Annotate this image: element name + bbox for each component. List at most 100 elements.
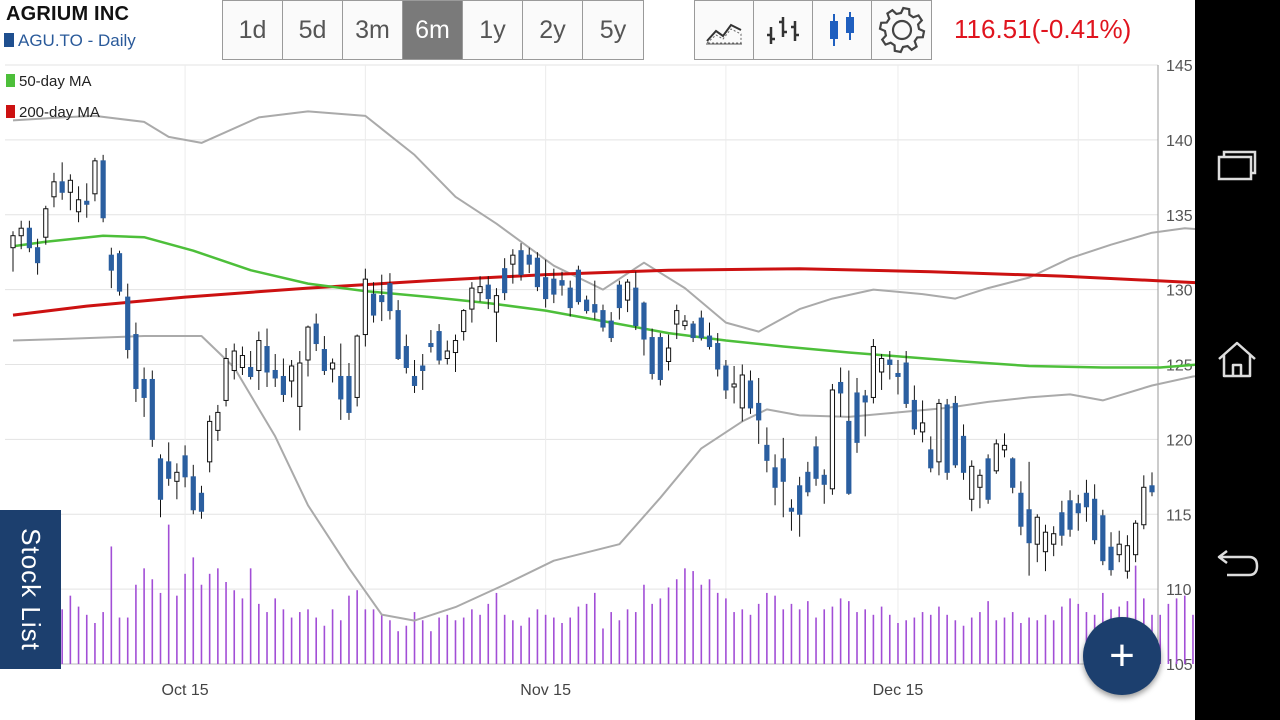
candle-body <box>223 358 229 401</box>
candle-body <box>174 471 180 482</box>
candle-body <box>641 302 647 340</box>
candle-body <box>919 422 926 433</box>
candle-body <box>67 179 73 193</box>
candle-body <box>870 346 876 398</box>
candle-body <box>518 250 524 276</box>
candle-body <box>1149 485 1155 493</box>
candle-body <box>674 310 680 325</box>
candle-body <box>1067 500 1073 530</box>
candle-body <box>878 358 885 373</box>
candle-body <box>1116 543 1122 556</box>
range-5d-button[interactable]: 5d <box>283 1 343 59</box>
ticker-text: AGU.TO - Daily <box>18 31 136 50</box>
y-tick-label: 145 <box>1166 58 1193 75</box>
y-tick-label: 105 <box>1166 657 1193 674</box>
candle-body <box>838 381 844 394</box>
candle-body <box>125 296 131 351</box>
add-fab-button[interactable]: + <box>1083 617 1161 695</box>
candle-body <box>559 280 565 286</box>
candle-body <box>821 474 827 485</box>
candle-body <box>321 349 327 371</box>
candle-body <box>764 444 770 461</box>
y-tick-label: 140 <box>1166 133 1193 150</box>
candle-body <box>1034 516 1040 545</box>
candle-body <box>1010 458 1016 488</box>
candle-body <box>43 208 49 238</box>
candle-body <box>149 378 155 440</box>
range-6m-button[interactable]: 6m <box>403 1 463 59</box>
candle-body <box>452 340 459 354</box>
settings-button[interactable] <box>872 1 931 59</box>
candle-body <box>280 375 287 395</box>
range-5y-button[interactable]: 5y <box>583 1 643 59</box>
line-chart-button[interactable] <box>695 1 754 59</box>
range-1d-button[interactable]: 1d <box>223 1 283 59</box>
ma200-label: 200-day MA <box>19 104 100 121</box>
candle-body <box>1026 509 1032 544</box>
chart-area[interactable]: 105 110 115 120 125 130 135 140 145 Oct 15 Nov 15 D… <box>0 0 1195 720</box>
candle-body <box>952 402 958 466</box>
company-name: AGRIUM INC <box>6 3 130 25</box>
candle-body <box>846 420 852 494</box>
candle-body <box>190 476 196 511</box>
range-1y-button[interactable]: 1y <box>463 1 523 59</box>
candle-body <box>387 283 393 312</box>
candle-body <box>1100 515 1106 562</box>
range-2y-button[interactable]: 2y <box>523 1 583 59</box>
candle-body <box>608 320 614 339</box>
legend-ma50: 50-day MA <box>6 73 92 90</box>
candle-body <box>1001 444 1008 451</box>
candle-body <box>420 365 426 371</box>
candle-body <box>18 227 24 237</box>
recent-apps-button[interactable] <box>1212 140 1262 190</box>
stock-list-label: Stock List <box>16 528 46 651</box>
home-button[interactable] <box>1212 334 1262 384</box>
candle-body <box>469 287 475 310</box>
candle-body <box>338 375 344 400</box>
candle-body <box>583 299 590 312</box>
candle-body <box>772 467 778 488</box>
candle-body <box>747 380 754 409</box>
candle-body <box>370 293 377 316</box>
gear-icon <box>878 6 925 54</box>
candle-body <box>600 310 606 328</box>
candle-body <box>1051 533 1057 545</box>
ma50-swatch <box>6 74 15 87</box>
candle-body <box>395 310 401 360</box>
candle-body <box>1108 546 1114 571</box>
candle-body <box>84 200 90 205</box>
candle-body <box>461 310 467 333</box>
candlestick-icon <box>830 12 854 46</box>
ohlc-button[interactable] <box>754 1 813 59</box>
bollinger-upper-line <box>12 110 1195 333</box>
y-tick-label: 115 <box>1166 507 1192 524</box>
ma200-line <box>12 267 1195 317</box>
candle-body <box>665 347 672 363</box>
stock-list-tab[interactable]: Stock List <box>0 510 61 669</box>
candle-body <box>977 474 983 488</box>
candle-body <box>502 268 508 294</box>
candle-body <box>895 372 901 377</box>
range-3m-button[interactable]: 3m <box>343 1 403 59</box>
price-quote: 116.51(-0.41%) <box>954 14 1132 44</box>
candle-body <box>354 335 360 398</box>
candle-body <box>715 343 721 370</box>
back-button[interactable] <box>1212 536 1262 586</box>
candle-body <box>428 343 434 348</box>
candle-body <box>911 399 917 430</box>
candlestick-button[interactable] <box>813 1 872 59</box>
candle-body <box>510 254 516 265</box>
candle-body <box>624 281 631 301</box>
candle-body <box>887 359 893 366</box>
candle-body <box>756 402 762 421</box>
bollinger-lower-line <box>12 335 1195 622</box>
candle-body <box>444 350 450 360</box>
candle-body <box>985 458 991 500</box>
candle-body <box>993 443 999 472</box>
candle-body <box>969 465 975 500</box>
candle-body <box>379 295 385 303</box>
candle-body <box>805 471 811 493</box>
candle-body <box>305 326 311 361</box>
ticker-label: AGU.TO - Daily <box>4 31 136 51</box>
